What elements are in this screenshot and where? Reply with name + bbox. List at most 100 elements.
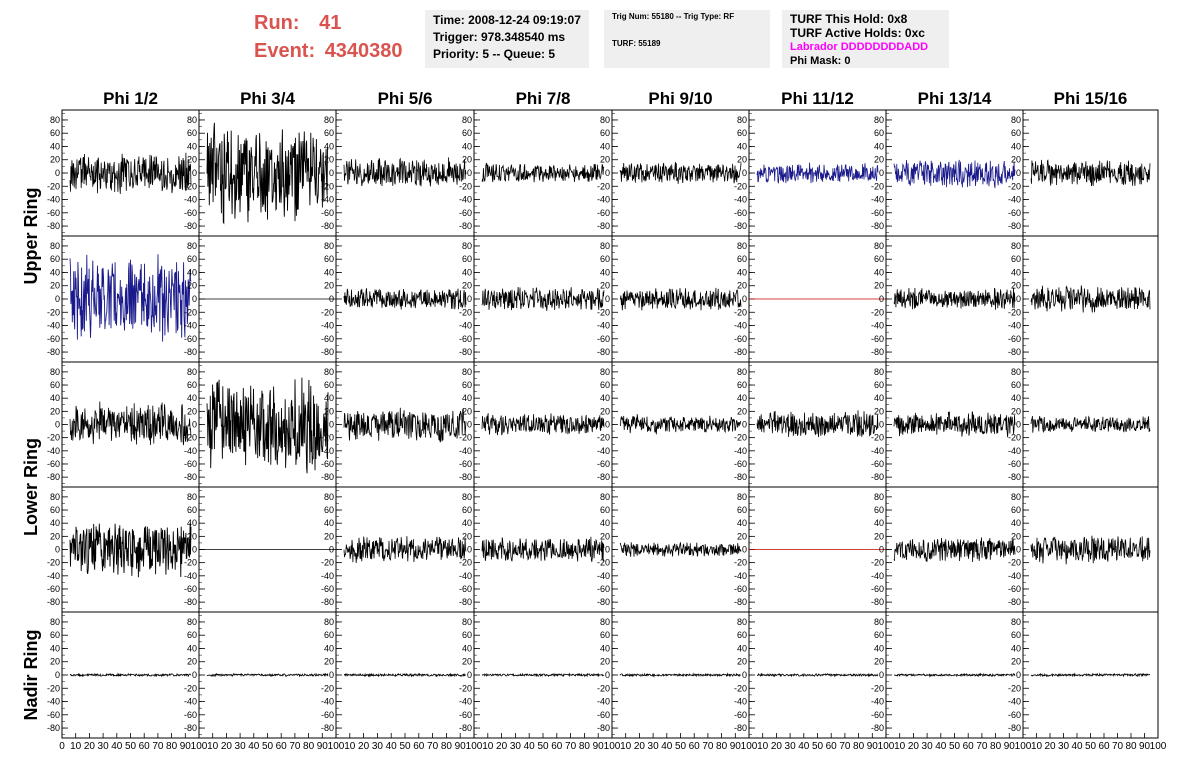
x-tick-label: 60: [276, 741, 288, 752]
y-tick-label: 80: [324, 617, 334, 627]
y-tick-label: -20: [321, 307, 334, 317]
y-tick-label: 0: [742, 670, 747, 680]
y-tick-label: 40: [874, 393, 884, 403]
phi-column-header: Phi 1/2: [103, 89, 158, 108]
y-tick-label: -60: [871, 459, 884, 469]
y-tick-label: 80: [187, 367, 197, 377]
y-tick-label: -80: [734, 597, 747, 607]
ring-label: Nadir Ring: [21, 629, 41, 720]
y-tick-label: -40: [1008, 195, 1021, 205]
waveform-trace: [481, 286, 605, 311]
x-tick-label: 70: [565, 741, 577, 752]
y-tick-label: 0: [1016, 168, 1021, 178]
x-tick-label: 30: [235, 741, 247, 752]
y-tick-label: 0: [1016, 545, 1021, 555]
y-tick-label: -80: [871, 597, 884, 607]
waveform-panel: 80 60 40 20 0 -20 -40 -60 -80: [871, 109, 1024, 237]
y-tick-label: -80: [321, 597, 334, 607]
y-tick-label: 0: [192, 670, 197, 680]
y-tick-label: -20: [184, 433, 197, 443]
y-tick-label: 0: [605, 420, 610, 430]
y-tick-label: -20: [321, 558, 334, 568]
y-tick-label: 0: [55, 420, 60, 430]
y-tick-label: 40: [600, 643, 610, 653]
x-tick-label: 10: [70, 741, 82, 752]
y-tick-label: -60: [321, 334, 334, 344]
waveform-panel: 80 60 40 20 0 -20 -40 -60 -80: [871, 486, 1024, 613]
waveform-panel: 80 60 40 20 0 -20 -40 -60 -80: [1008, 109, 1159, 237]
y-tick-label: 60: [600, 128, 610, 138]
x-tick-label: 20: [221, 741, 233, 752]
y-tick-label: -40: [47, 195, 60, 205]
y-tick-label: 20: [874, 406, 884, 416]
x-tick-label: 100: [1015, 741, 1032, 752]
y-tick-label: 40: [462, 141, 472, 151]
x-tick-label: 40: [661, 741, 673, 752]
y-tick-label: 60: [737, 254, 747, 264]
x-tick-label: 90: [180, 741, 192, 752]
y-tick-label: -60: [1008, 459, 1021, 469]
y-tick-label: -60: [184, 334, 197, 344]
x-tick-label: 20: [908, 741, 920, 752]
turf-this-hold-text: TURF This Hold: 0x8: [790, 12, 908, 26]
y-tick-label: 80: [874, 617, 884, 627]
y-tick-label: -80: [1008, 723, 1021, 733]
waveform-trace: [756, 672, 879, 678]
waveform-panel: 80 60 40 20 0 -20 -40 -60 -80: [184, 235, 337, 363]
x-tick-label: 80: [990, 741, 1002, 752]
y-tick-label: 20: [874, 281, 884, 291]
x-tick-label: 10: [1031, 741, 1043, 752]
y-tick-label: -60: [459, 710, 472, 720]
y-tick-label: 80: [324, 115, 334, 125]
turf-text: TURF: 55189: [612, 39, 661, 48]
y-tick-label: 0: [1016, 670, 1021, 680]
y-tick-label: -20: [871, 181, 884, 191]
waveform-trace: [894, 672, 1016, 678]
y-tick-label: 60: [1011, 630, 1021, 640]
x-tick-label: 80: [303, 741, 315, 752]
y-tick-label: -80: [47, 347, 60, 357]
y-tick-label: 60: [1011, 254, 1021, 264]
x-tick-label: 50: [1085, 741, 1097, 752]
x-tick-label: 20: [496, 741, 508, 752]
y-tick-label: -20: [47, 433, 60, 443]
y-tick-label: 20: [187, 406, 197, 416]
y-tick-label: -80: [871, 347, 884, 357]
y-tick-label: 80: [324, 241, 334, 251]
y-tick-label: -20: [1008, 683, 1021, 693]
y-tick-label: 20: [187, 281, 197, 291]
x-tick-label: 70: [427, 741, 439, 752]
y-tick-label: 60: [600, 254, 610, 264]
y-tick-label: 80: [462, 367, 472, 377]
y-tick-label: -80: [459, 597, 472, 607]
x-tick-label: 90: [730, 741, 742, 752]
y-tick-label: 40: [1011, 643, 1021, 653]
y-tick-label: 20: [50, 281, 60, 291]
y-tick-label: -60: [47, 208, 60, 218]
x-tick-label: 80: [579, 741, 591, 752]
x-tick-label: 30: [648, 741, 660, 752]
y-tick-label: -80: [459, 723, 472, 733]
x-tick-label: 60: [551, 741, 563, 752]
y-tick-label: -20: [47, 181, 60, 191]
y-tick-label: 20: [1011, 406, 1021, 416]
y-tick-label: -20: [1008, 558, 1021, 568]
x-tick-label: 40: [386, 741, 398, 752]
y-tick-label: -60: [597, 584, 610, 594]
y-tick-label: -40: [47, 571, 60, 581]
y-tick-label: 40: [324, 141, 334, 151]
y-tick-label: -60: [597, 334, 610, 344]
y-tick-label: 60: [50, 630, 60, 640]
y-tick-label: 0: [879, 168, 884, 178]
waveform-panel: 80 60 40 20 0 -20 -40 -60 -80: [321, 235, 475, 363]
y-tick-label: -40: [1008, 571, 1021, 581]
trigger-info-box: Trig Num: 55180 -- Trig Type: RF TURF: 5…: [604, 10, 770, 68]
y-tick-label: 60: [874, 128, 884, 138]
y-tick-label: -40: [597, 195, 610, 205]
y-tick-label: 20: [874, 657, 884, 667]
y-tick-label: 0: [605, 168, 610, 178]
y-tick-label: -60: [871, 584, 884, 594]
y-tick-label: -60: [871, 334, 884, 344]
y-tick-label: 80: [50, 367, 60, 377]
y-tick-label: 40: [324, 267, 334, 277]
